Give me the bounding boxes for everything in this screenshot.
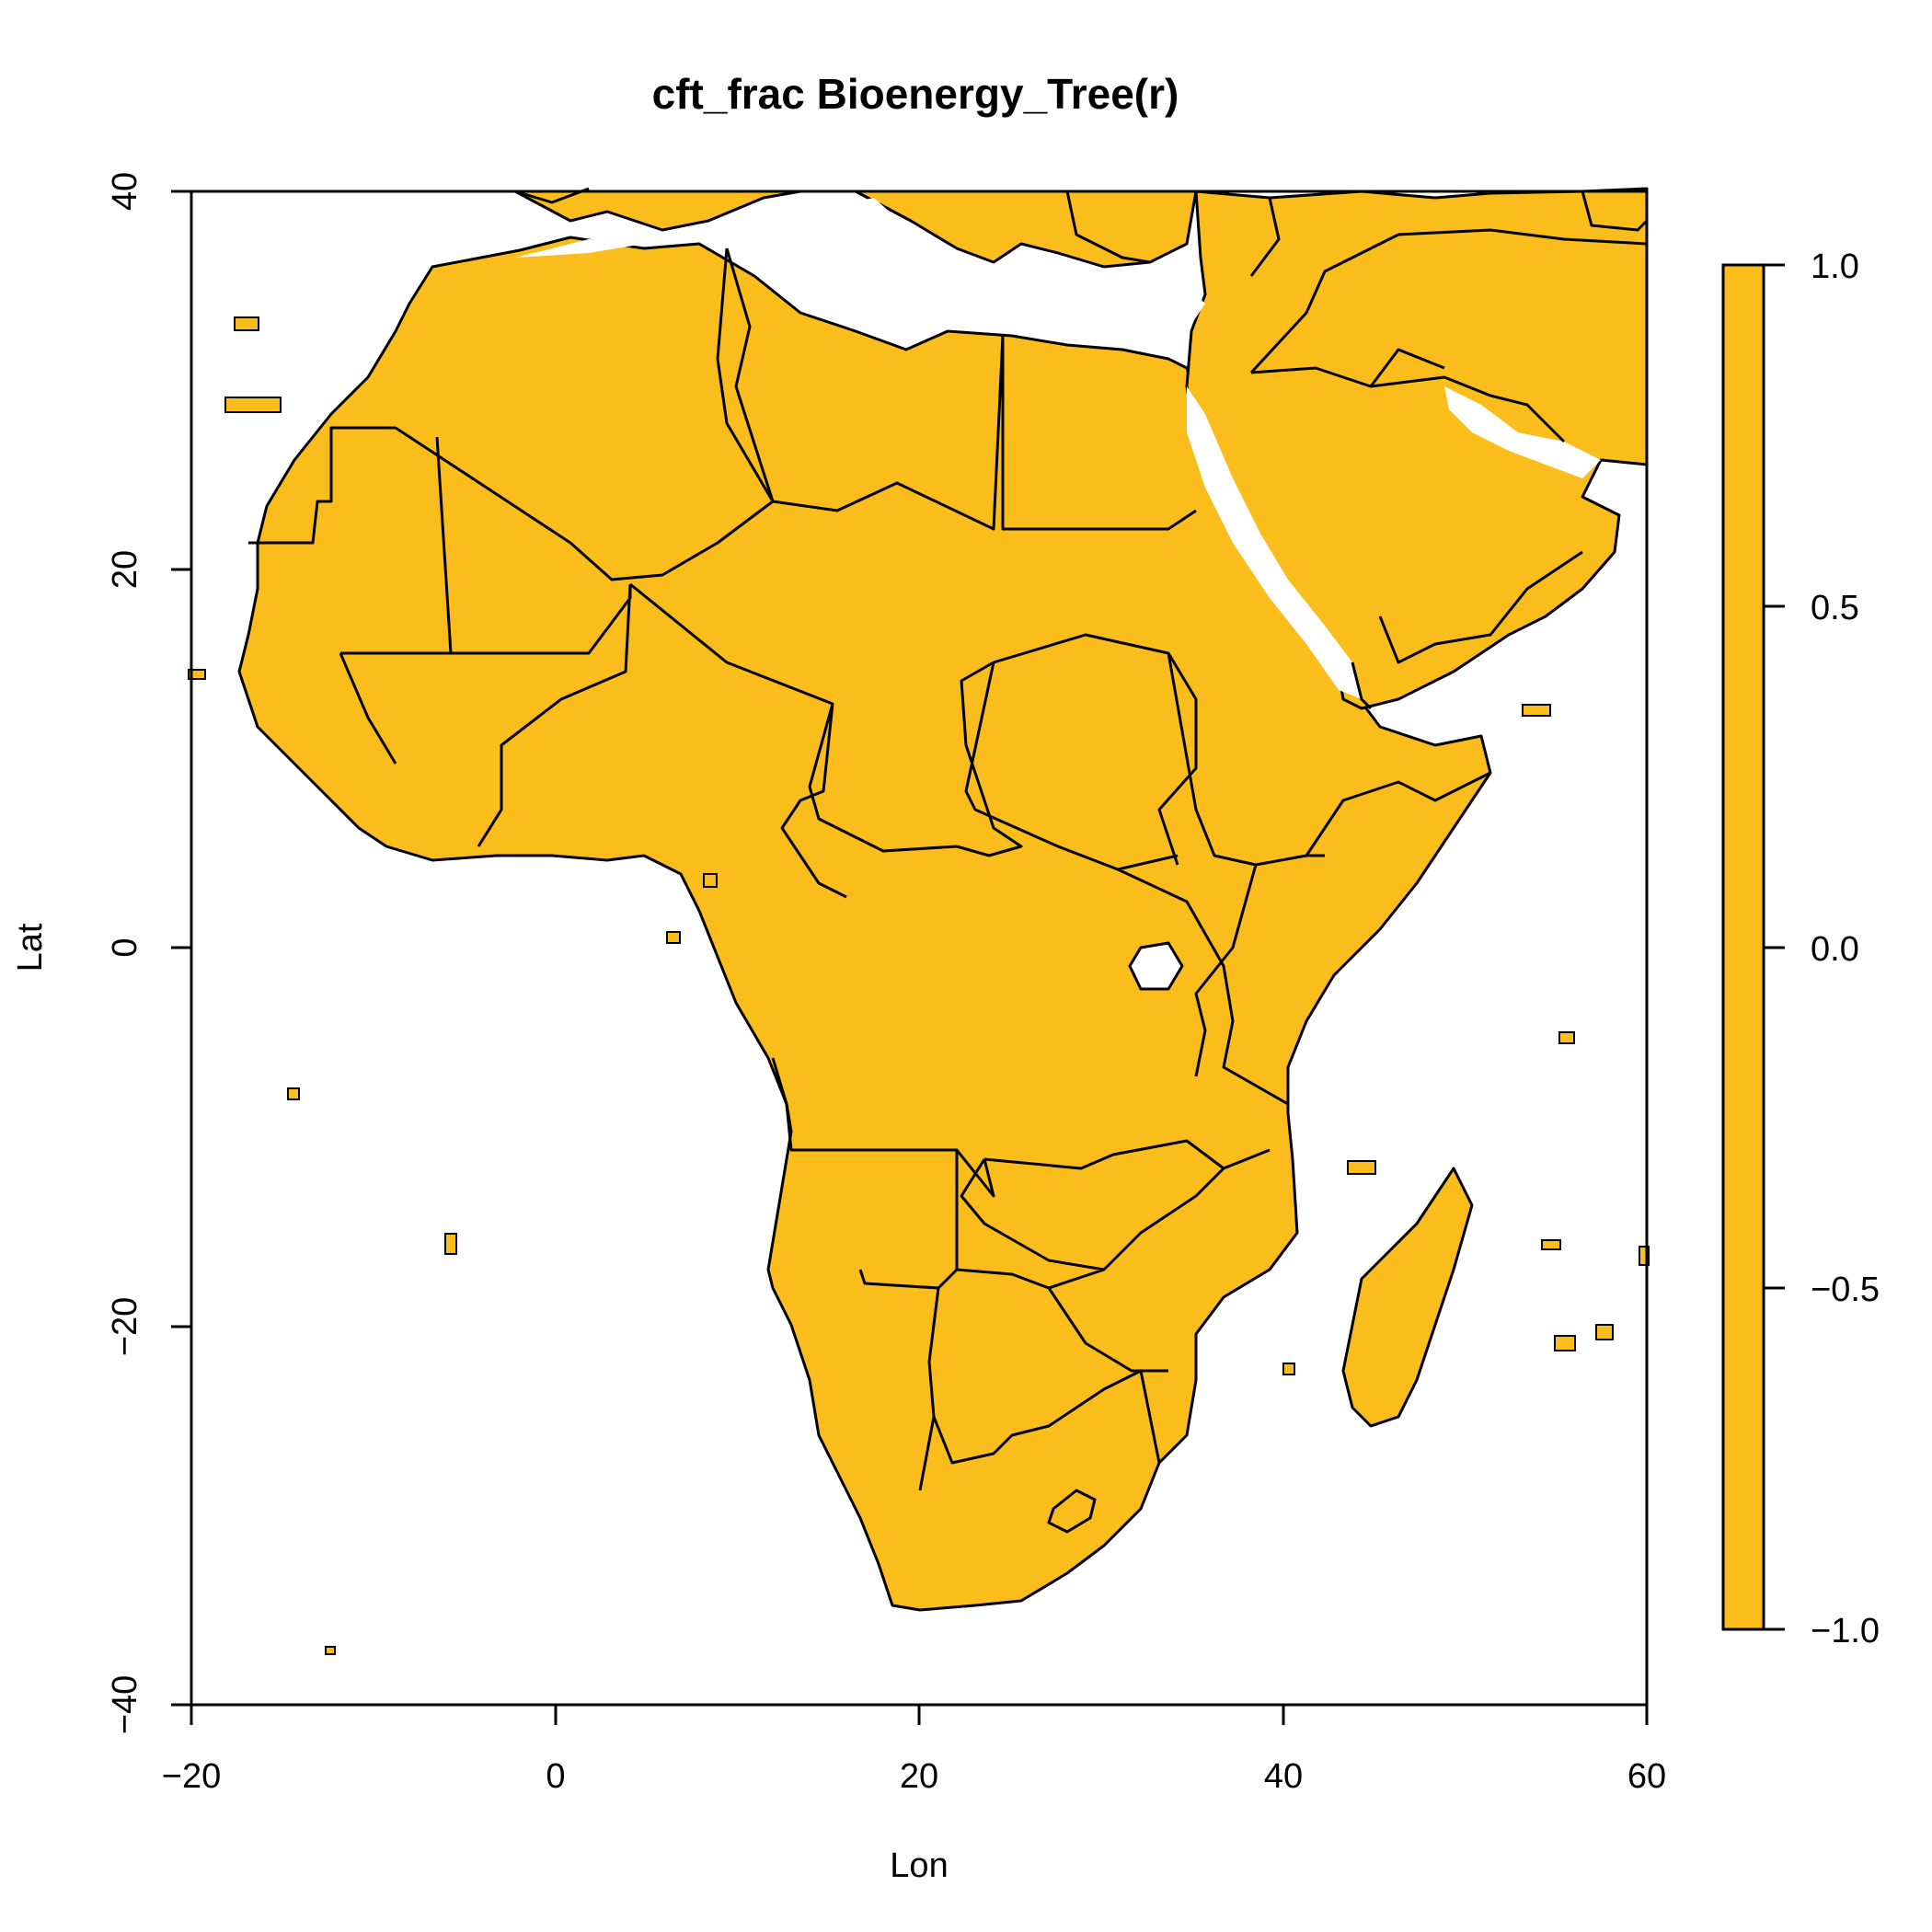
x-axis [190,1703,1649,1725]
map-panel [188,187,1650,1655]
islands [188,316,1650,1655]
y-tick-label: 40 [106,172,144,211]
island-tristan [325,1646,336,1655]
colorbar-tick-label: 0.5 [1811,589,1859,627]
y-tick-label: −20 [106,1297,144,1356]
island-st-helena [444,1233,457,1255]
x-axis-label: Lon [890,1846,948,1885]
island-seychelles [1558,1031,1575,1044]
y-tick-label: 0 [106,937,144,957]
red-sea [1187,386,1362,699]
lake-victoria [1128,941,1184,991]
colorbar-tick-label: 0.0 [1811,930,1859,969]
island-comoros [1347,1160,1376,1175]
colorbar: 1.0 0.5 0.0 −0.5 −1.0 [1721,247,1880,1650]
chart-title: cft_frac Bioenergy_Tree(r) [652,70,1179,118]
madagascar-landmass [1341,1167,1474,1428]
island-sao-tome [666,931,681,944]
colorbar-tick-label: −0.5 [1811,1271,1880,1309]
x-tick-label: 40 [1264,1757,1303,1796]
x-tick-label: 0 [546,1757,565,1796]
mediterranean-sea [515,198,1205,345]
island-madeira [234,316,259,331]
island-rodrigues [1639,1246,1650,1266]
land-area [237,187,1649,1612]
y-axis-label: Lat [11,923,50,972]
island-reunion [1554,1335,1576,1351]
island-socotra [1522,704,1551,717]
lesotho-border [1047,1489,1097,1534]
country-borders [248,187,1649,1534]
x-tick-label: −20 [162,1757,221,1796]
island-europa [1282,1363,1295,1375]
persian-gulf [1444,386,1601,478]
island-mauritius [1595,1324,1614,1340]
island-canaries [224,397,282,413]
colorbar-tick-label: 1.0 [1811,247,1859,286]
y-tick-label: 20 [106,550,144,589]
seas [515,198,1601,699]
x-tick-label: 60 [1627,1757,1666,1796]
colorbar-tick-label: −1.0 [1811,1612,1880,1650]
colorbar-fill [1721,263,1765,1631]
y-tick-label: −40 [106,1675,144,1734]
y-axis [171,190,193,1707]
island-mascarene [1541,1239,1561,1250]
island-bioko [703,873,718,888]
border-lines [248,187,1649,1491]
island-cape-verde [188,669,206,680]
x-tick-label: 20 [900,1757,938,1796]
island-ascension [287,1087,300,1100]
